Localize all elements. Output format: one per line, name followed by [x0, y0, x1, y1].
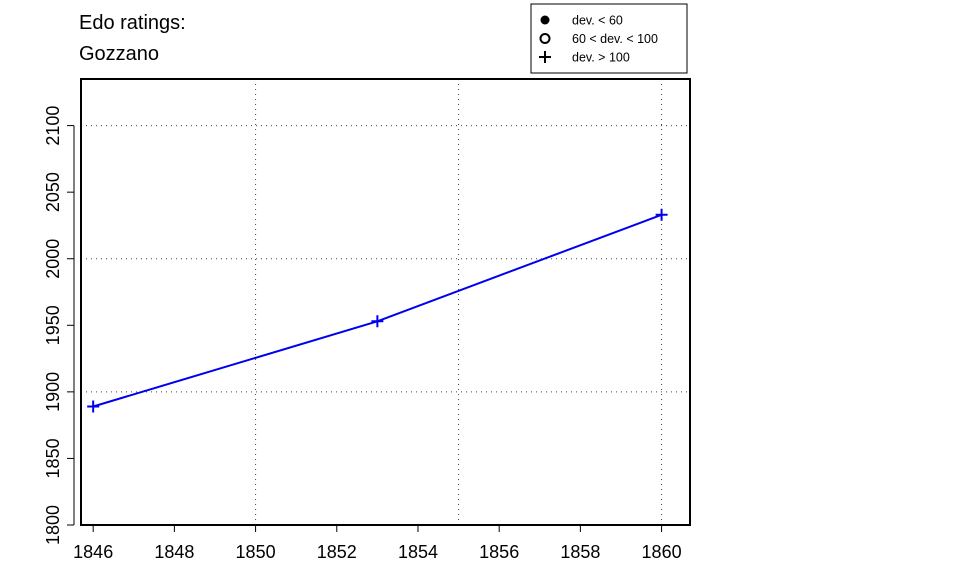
series-line-0	[92, 213, 662, 408]
y-tick-label-2050: 2050	[43, 172, 63, 212]
data-points	[87, 208, 668, 413]
legend-box	[530, 3, 688, 74]
x-tick-label-1852: 1852	[317, 542, 357, 562]
grid-lines	[81, 79, 690, 525]
y-tick-label-1850: 1850	[43, 438, 63, 478]
y-tick-label-2100: 2100	[43, 106, 63, 146]
series-lines	[92, 213, 662, 408]
y-tick-label-1800: 1800	[43, 505, 63, 545]
x-tick-label-1846: 1846	[73, 542, 113, 562]
chart-title-line2: Gozzano	[79, 43, 159, 65]
x-tick-label-1860: 1860	[642, 542, 682, 562]
data-point-1853	[371, 315, 384, 328]
y-tick-label-1900: 1900	[43, 372, 63, 412]
y-tick-label-2000: 2000	[43, 239, 63, 279]
x-tick-label-1858: 1858	[560, 542, 600, 562]
x-tick-label-1850: 1850	[236, 542, 276, 562]
legend-label-2: dev. > 100	[572, 51, 630, 65]
legend: dev. < 60 60 < dev. < 100 dev. > 100	[530, 3, 688, 74]
legend-label-0: dev. < 60	[572, 14, 623, 28]
legend-filled-circle-icon	[540, 15, 550, 25]
legend-label-1: 60 < dev. < 100	[572, 32, 658, 46]
x-tick-label-1848: 1848	[154, 542, 194, 562]
y-axis: 1800 1850 1900 1950 2000 2050 2100	[43, 106, 75, 545]
data-point-1860	[655, 208, 668, 221]
legend-plus-icon	[539, 51, 551, 63]
x-tick-label-1856: 1856	[479, 542, 519, 562]
legend-open-circle-icon	[539, 33, 551, 44]
plot-area-frame	[80, 78, 691, 526]
data-point-1846	[87, 400, 100, 413]
chart-title-line1: Edo ratings:	[79, 12, 186, 34]
x-axis: 1846 1848 1850 1852 1854 1856 1858 1860	[73, 525, 682, 562]
x-tick-label-1854: 1854	[398, 542, 438, 562]
y-tick-label-1950: 1950	[43, 305, 63, 345]
